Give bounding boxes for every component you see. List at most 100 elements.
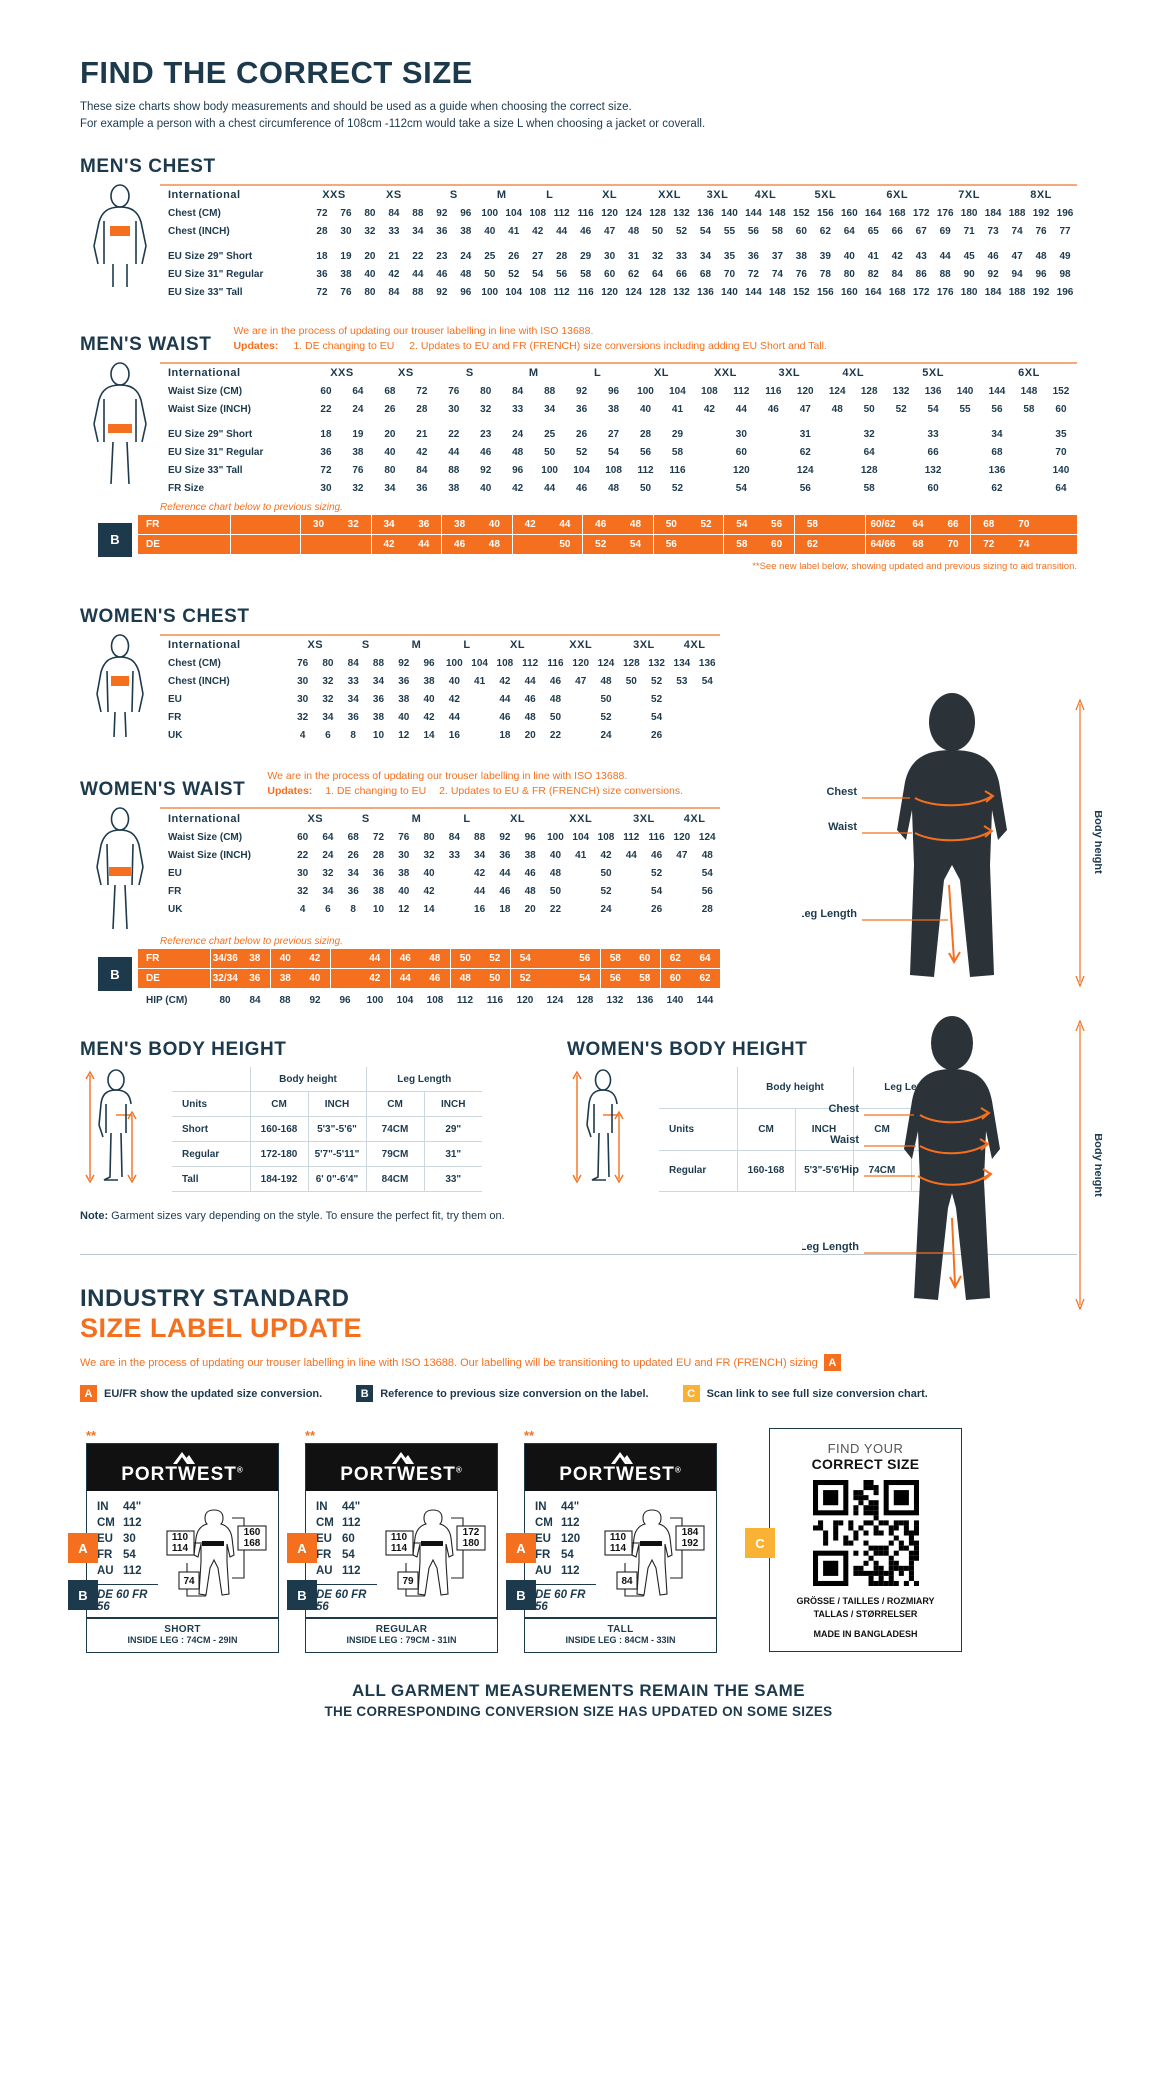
size-header-5xl: 5XL [814, 189, 837, 201]
cell: 58 [1023, 404, 1035, 416]
cell: 116 [648, 831, 665, 843]
cell: 74 [1011, 226, 1023, 237]
legacy-size-line: DE 60 FR 56 [535, 1583, 596, 1613]
cell: 96 [460, 208, 472, 219]
size-header-8xl: 8XL [1030, 189, 1052, 201]
mens-waist-label-international: International [168, 367, 241, 380]
cell: 30 [398, 849, 410, 861]
cell: 35 [1055, 429, 1067, 441]
cell: 48 [460, 269, 472, 280]
callout-female-waist: Waist [830, 1134, 859, 1146]
cell: 19 [352, 429, 364, 441]
qr-info-card: C FIND YOUR CORRECT SIZE GRÖSSE / TAILLES /… [745, 1428, 962, 1653]
male-torso-figure [80, 183, 160, 302]
size-header-l: L [463, 639, 471, 652]
legacy-cell: 60 [759, 534, 795, 554]
cell: 44 [474, 885, 486, 897]
legacy-cell: 58 [599, 949, 630, 970]
badge-b-mens: B [98, 522, 132, 557]
spec-value: 30 [123, 1533, 136, 1546]
cell: 36 [747, 251, 759, 262]
brand-mark: ® [674, 1465, 682, 1475]
cell: 80 [843, 269, 855, 280]
cell: 124 [625, 208, 642, 219]
size-guide-page: FIND THE CORRECT SIZE These size charts … [68, 55, 1104, 1719]
table-row: Waist Size (CM) 60 64 68 72 76 80 84 88 92 96 100 10… [160, 828, 720, 846]
cell: 120 [796, 386, 814, 398]
intro-line-2: For example a person with a chest circum… [80, 118, 706, 131]
cell: 53 [676, 676, 688, 688]
cell: 80 [480, 386, 492, 398]
cell: 46 [651, 849, 663, 861]
legacy-cell: 68 [970, 514, 1007, 535]
cell: 18 [499, 903, 511, 915]
cell: 82 [867, 269, 879, 280]
cell: 52 [651, 676, 663, 688]
cell: 92 [480, 465, 492, 477]
cell [949, 426, 981, 444]
womens-chest-header-row: International XS S M L XL XXL 3XL 4XL [160, 634, 720, 655]
cell: 152 [793, 208, 810, 219]
spec-key: AU [316, 1564, 333, 1577]
legacy-cell: 54 [570, 968, 600, 989]
cell: 52 [600, 885, 612, 897]
mens-waist-legacy-body: FR 30 32 34 36 38 40 42 44 46 48 50 52 54 56 58 60/62 64 6… [138, 514, 1077, 554]
size-header-4xl: 4XL [683, 639, 706, 652]
cell: 42 [388, 269, 400, 280]
cell [821, 426, 853, 444]
cell: 34 [322, 712, 334, 724]
cell: 76 [448, 386, 460, 398]
callout-female-body-height: Body height [1092, 1133, 1102, 1197]
label-fit-title: SHORT [164, 1623, 201, 1635]
qr-code-icon[interactable] [812, 1480, 919, 1587]
cell: 55 [959, 404, 971, 416]
cell: 24 [600, 730, 612, 742]
cell: 28 [316, 226, 328, 237]
page-title: FIND THE CORRECT SIZE [80, 55, 473, 90]
height-box-bottom: 180 [463, 1538, 480, 1549]
callout-female-chest: Chest [828, 1103, 859, 1115]
cell: 76 [352, 465, 364, 477]
legacy-cell: 56 [652, 534, 689, 554]
cell: 52 [895, 404, 907, 416]
cell [949, 462, 981, 480]
mens-waist-updates-label: Updates: [233, 339, 279, 352]
legacy-row-label: FR [138, 949, 210, 970]
cell [885, 462, 917, 480]
mens-body-height-table: Body height Leg Length Units CM INCH CM INCH Sh… [172, 1067, 482, 1193]
cell: 32 [352, 483, 364, 495]
spec-row-fr: FR 54 [316, 1548, 377, 1564]
cell: 108 [597, 831, 615, 843]
legacy-cell: 42 [511, 514, 548, 535]
cell: 124 [546, 994, 564, 1006]
cell: 44 [524, 676, 536, 688]
cell: 112 [522, 658, 539, 670]
tag-a-marker: A [287, 1533, 317, 1564]
legacy-cell [265, 534, 301, 554]
cell: 25 [544, 429, 556, 441]
size-header-s: S [465, 367, 474, 380]
cell: 100 [481, 287, 499, 298]
legacy-cell: 42 [360, 968, 390, 989]
row-label: FR Size [168, 483, 205, 495]
cell: 88 [372, 658, 385, 670]
cell: 172-180 [249, 1141, 308, 1168]
cell: 144 [745, 287, 762, 298]
cell: 36 [347, 885, 359, 897]
mens-chest-title: MEN'S CHEST [80, 155, 216, 177]
label-body: PORTWEST® IN 44" CM 112 EU 120 FR 54 AU 112 DE 60 F… [524, 1443, 717, 1653]
cell: 120 [572, 658, 590, 670]
cell: 60 [927, 483, 939, 495]
cell: 112 [637, 465, 654, 477]
cell: 144 [988, 386, 1006, 398]
cell [568, 727, 593, 745]
cell: 29 [671, 429, 684, 441]
legacy-cell: 58 [723, 534, 760, 554]
tag-b-marker: B [287, 1580, 317, 1611]
cell: 54 [651, 712, 663, 724]
cell: 33 [675, 251, 688, 262]
legacy-cell: 70 [1006, 514, 1042, 535]
label-spec-list: IN 44" CM 112 EU 30 FR 54 AU 112 DE 60 FR 56 [97, 1500, 158, 1613]
size-header-m: M [528, 367, 539, 380]
cell: 44 [499, 867, 511, 879]
